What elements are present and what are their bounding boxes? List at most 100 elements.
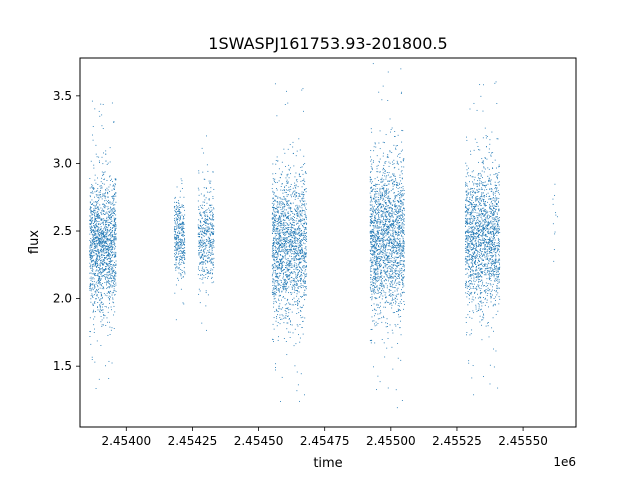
data-point [385, 206, 387, 207]
data-point [376, 247, 377, 249]
data-point [181, 272, 183, 274]
data-point [96, 245, 98, 247]
data-point [287, 224, 289, 226]
data-point [102, 231, 104, 233]
data-point [284, 310, 286, 311]
data-point [276, 215, 277, 216]
data-point [92, 211, 94, 213]
data-point [108, 224, 110, 226]
data-point [377, 318, 379, 320]
data-point [393, 223, 394, 225]
data-point [283, 216, 285, 218]
data-point [99, 241, 101, 243]
data-point [297, 243, 299, 245]
data-point [371, 181, 373, 183]
data-point [293, 283, 295, 285]
data-point [209, 183, 211, 184]
data-point [379, 265, 381, 267]
data-point [92, 264, 94, 265]
data-point [91, 270, 93, 271]
data-point [210, 242, 212, 244]
data-point [204, 199, 206, 201]
data-point [400, 219, 402, 221]
data-point [277, 275, 279, 277]
data-point [109, 230, 110, 232]
data-point [89, 277, 91, 279]
data-point [372, 245, 374, 247]
data-point [272, 285, 274, 286]
data-point [100, 293, 102, 295]
data-point [281, 318, 283, 320]
data-point [106, 255, 108, 257]
data-point [299, 262, 301, 264]
data-point [299, 149, 301, 151]
data-point [274, 297, 276, 299]
data-point [91, 233, 93, 235]
data-point [402, 282, 403, 284]
data-point [386, 252, 388, 254]
data-point [298, 298, 300, 300]
data-point [275, 182, 277, 184]
data-point [277, 322, 279, 323]
data-point [173, 264, 175, 266]
data-point [401, 245, 403, 247]
data-point [107, 251, 109, 253]
data-point [111, 327, 113, 329]
data-point [377, 205, 379, 207]
data-point [179, 241, 181, 243]
data-point [279, 250, 281, 252]
data-point [279, 220, 281, 222]
data-point [296, 313, 298, 315]
data-point [386, 188, 388, 190]
data-point [98, 215, 100, 217]
data-point [111, 254, 113, 256]
data-point [289, 241, 291, 243]
data-point [283, 246, 285, 248]
data-point [370, 237, 372, 239]
data-point [299, 193, 301, 195]
data-point [296, 371, 298, 373]
data-point [286, 231, 288, 233]
data-point [274, 288, 275, 290]
data-point [208, 199, 210, 201]
data-point [279, 197, 281, 199]
data-point [200, 222, 202, 224]
data-point [181, 252, 183, 254]
data-point [392, 223, 394, 224]
data-point [184, 209, 185, 211]
data-point [182, 230, 184, 232]
data-point [290, 321, 291, 323]
data-point [108, 234, 110, 236]
data-point [201, 237, 203, 239]
data-point [297, 231, 299, 233]
data-point [389, 253, 391, 255]
data-point [389, 227, 391, 229]
data-point [113, 184, 115, 186]
data-point [183, 242, 185, 244]
data-point [182, 226, 184, 228]
data-point [177, 225, 179, 227]
data-point [376, 244, 378, 246]
data-point [180, 263, 182, 265]
data-point [181, 228, 183, 230]
data-point [276, 223, 278, 225]
data-point [304, 299, 306, 301]
data-point [278, 222, 279, 224]
data-point [109, 262, 111, 264]
data-point [288, 270, 289, 272]
data-point [391, 236, 393, 238]
data-point [283, 233, 285, 234]
data-point [204, 255, 205, 257]
data-point [286, 227, 288, 229]
data-point [274, 292, 276, 294]
data-point [387, 211, 389, 213]
data-point [114, 233, 116, 235]
data-point [115, 271, 117, 273]
data-point [294, 238, 296, 240]
data-point [392, 243, 394, 245]
data-point [176, 266, 178, 268]
data-point [286, 230, 288, 232]
data-point [397, 287, 399, 289]
data-point [100, 291, 102, 293]
data-point [103, 224, 104, 226]
